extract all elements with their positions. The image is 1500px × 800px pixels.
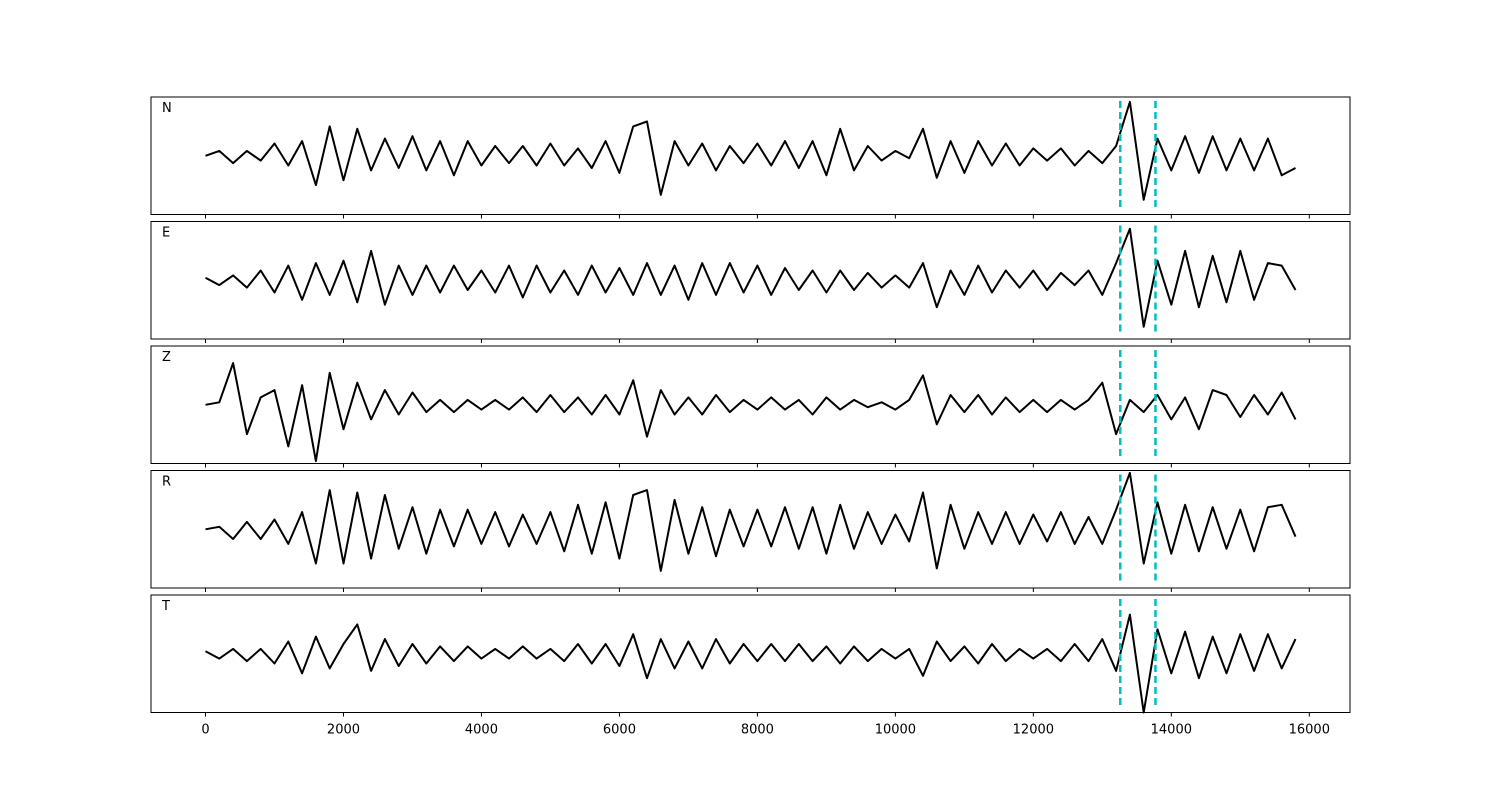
trace (205, 613, 1297, 714)
panel-label: E (162, 226, 170, 241)
panel-frame (150, 345, 1351, 464)
x-tick-label: 6000 (603, 723, 636, 738)
panel-label: R (162, 475, 171, 490)
trace (205, 227, 1297, 328)
panel-label: Z (162, 350, 171, 365)
x-tick-label: 4000 (465, 723, 498, 738)
x-tick-label: 12000 (1013, 723, 1054, 738)
x-tick-label: 0 (201, 723, 209, 738)
x-tick-label: 2000 (327, 723, 360, 738)
panel-label: N (162, 101, 172, 116)
panel-label: T (161, 599, 170, 614)
x-tick-label: 8000 (741, 723, 774, 738)
x-tick-label: 10000 (875, 723, 916, 738)
trace (205, 100, 1296, 201)
panel-frame (150, 594, 1351, 713)
trace (205, 362, 1297, 463)
panel-frame (150, 96, 1351, 215)
x-tick-label: 14000 (1151, 723, 1192, 738)
panel-frame (150, 470, 1351, 589)
panel-frame (150, 221, 1351, 340)
trace (205, 471, 1297, 572)
x-tick-label: 16000 (1289, 723, 1330, 738)
